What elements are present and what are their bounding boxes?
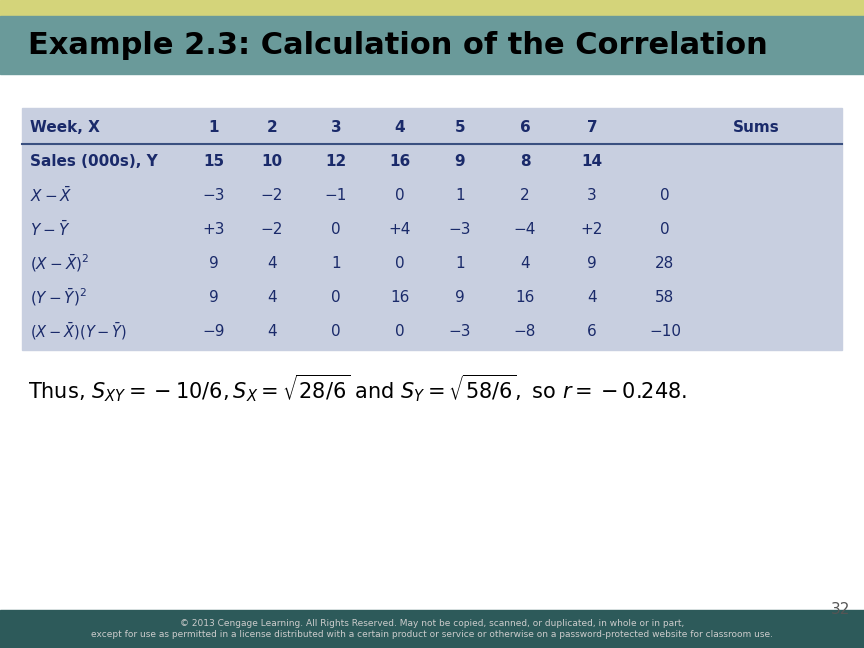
Text: Week, X: Week, X xyxy=(30,119,100,135)
Text: Sums: Sums xyxy=(733,119,779,135)
Text: 9: 9 xyxy=(588,255,597,270)
Text: 8: 8 xyxy=(519,154,530,168)
Text: −3: −3 xyxy=(448,323,471,338)
Text: 32: 32 xyxy=(830,603,849,618)
Text: 1: 1 xyxy=(455,255,465,270)
Text: 7: 7 xyxy=(587,119,597,135)
Text: +2: +2 xyxy=(581,222,603,237)
Text: $(Y - \bar{Y})^2$: $(Y - \bar{Y})^2$ xyxy=(30,286,87,308)
Text: +3: +3 xyxy=(203,222,226,237)
Text: 4: 4 xyxy=(588,290,597,305)
Text: 0: 0 xyxy=(331,290,340,305)
Text: 0: 0 xyxy=(660,222,670,237)
Text: 3: 3 xyxy=(331,119,341,135)
Text: 28: 28 xyxy=(656,255,675,270)
Bar xyxy=(0,16,864,74)
Text: 2: 2 xyxy=(520,187,530,202)
Text: $(X - \bar{X})^2$: $(X - \bar{X})^2$ xyxy=(30,253,89,273)
Text: 1: 1 xyxy=(455,187,465,202)
Text: © 2013 Cengage Learning. All Rights Reserved. May not be copied, scanned, or dup: © 2013 Cengage Learning. All Rights Rese… xyxy=(91,619,773,639)
Text: −1: −1 xyxy=(325,187,347,202)
Text: −2: −2 xyxy=(261,222,283,237)
Text: −8: −8 xyxy=(514,323,537,338)
Text: 16: 16 xyxy=(515,290,535,305)
Text: 2: 2 xyxy=(267,119,277,135)
Text: 6: 6 xyxy=(588,323,597,338)
Text: −3: −3 xyxy=(203,187,226,202)
Text: 4: 4 xyxy=(267,255,276,270)
Text: 4: 4 xyxy=(267,323,276,338)
Text: 1: 1 xyxy=(331,255,340,270)
Text: −2: −2 xyxy=(261,187,283,202)
Text: 0: 0 xyxy=(331,222,340,237)
Text: 9: 9 xyxy=(454,154,466,168)
Text: 6: 6 xyxy=(519,119,530,135)
Text: −10: −10 xyxy=(649,323,681,338)
Text: Sales (000s), Y: Sales (000s), Y xyxy=(30,154,158,168)
Text: −3: −3 xyxy=(448,222,471,237)
Text: $(X - \bar{X})(Y - \bar{Y})$: $(X - \bar{X})(Y - \bar{Y})$ xyxy=(30,321,127,341)
Text: 12: 12 xyxy=(326,154,346,168)
Text: 1: 1 xyxy=(209,119,219,135)
Text: 0: 0 xyxy=(395,187,405,202)
Text: 4: 4 xyxy=(267,290,276,305)
Text: −4: −4 xyxy=(514,222,537,237)
Text: −9: −9 xyxy=(203,323,226,338)
Text: 4: 4 xyxy=(395,119,405,135)
Text: 16: 16 xyxy=(391,290,410,305)
Text: 9: 9 xyxy=(455,290,465,305)
Text: Thus, $S_{XY} = -10/6, S_X = \sqrt{28/6}$ and $S_Y = \sqrt{58/6},$ so $r = -0.24: Thus, $S_{XY} = -10/6, S_X = \sqrt{28/6}… xyxy=(28,372,687,404)
Text: 3: 3 xyxy=(588,187,597,202)
Text: +4: +4 xyxy=(389,222,411,237)
Text: 0: 0 xyxy=(331,323,340,338)
Text: 0: 0 xyxy=(395,323,405,338)
Text: 5: 5 xyxy=(454,119,466,135)
Text: 14: 14 xyxy=(581,154,602,168)
Text: 58: 58 xyxy=(656,290,675,305)
Text: 16: 16 xyxy=(390,154,410,168)
Text: Example 2.3: Calculation of the Correlation: Example 2.3: Calculation of the Correlat… xyxy=(28,30,768,60)
Text: 10: 10 xyxy=(262,154,283,168)
Text: 0: 0 xyxy=(395,255,405,270)
Text: 4: 4 xyxy=(520,255,530,270)
Bar xyxy=(0,610,864,648)
Text: 0: 0 xyxy=(660,187,670,202)
Bar xyxy=(22,108,842,350)
Text: 9: 9 xyxy=(209,290,219,305)
Text: $X - \bar{X}$: $X - \bar{X}$ xyxy=(30,185,73,205)
Text: $Y - \bar{Y}$: $Y - \bar{Y}$ xyxy=(30,220,70,238)
Text: 15: 15 xyxy=(203,154,225,168)
Text: 9: 9 xyxy=(209,255,219,270)
Bar xyxy=(0,0,864,16)
